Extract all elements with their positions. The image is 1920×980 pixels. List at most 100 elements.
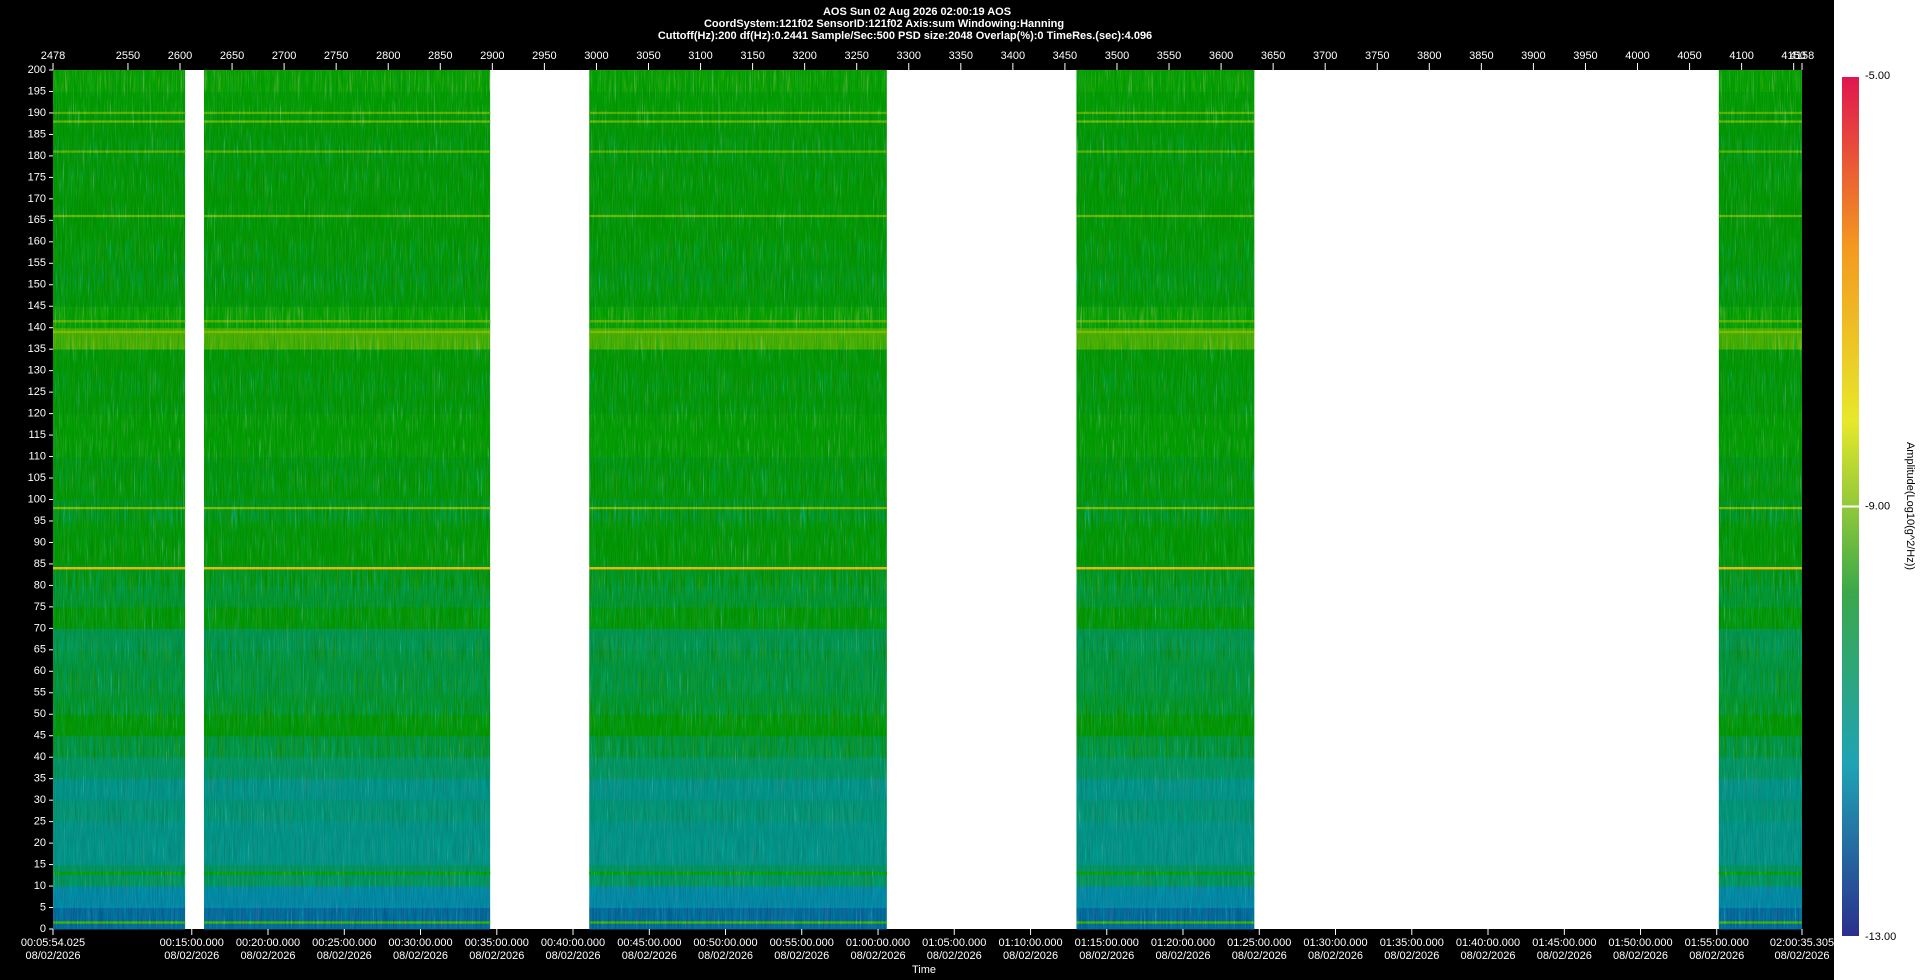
x2-tick-date: 08/02/2026 xyxy=(1079,950,1134,962)
spectrogram-cell xyxy=(589,606,887,629)
spectrogram-cell xyxy=(203,155,491,178)
y-tick-label: 15 xyxy=(34,858,46,870)
x2-tick-label: 01:15:00.000 xyxy=(1075,937,1139,949)
x2-tick-date: 08/02/2026 xyxy=(1003,950,1058,962)
y-tick-label: 45 xyxy=(34,730,46,742)
y-tick-label: 0 xyxy=(40,923,46,935)
x2-tick-date: 08/02/2026 xyxy=(1384,950,1439,962)
spectrogram-cell xyxy=(1076,263,1255,286)
spectral-line xyxy=(203,214,491,218)
x-tick-label: 3400 xyxy=(1001,50,1025,62)
y-tick-label: 185 xyxy=(28,128,46,140)
spectrogram-cell xyxy=(589,349,887,372)
y-tick-label: 115 xyxy=(28,429,46,441)
y-tick-label: 125 xyxy=(28,386,46,398)
spectrogram-cell xyxy=(53,177,186,200)
spectrogram-cell xyxy=(203,628,491,651)
spectrogram-cell xyxy=(1718,542,1802,565)
spectral-line xyxy=(1718,120,1802,123)
spectrogram-cell xyxy=(1076,435,1255,458)
spectral-line xyxy=(1718,214,1802,218)
spectrogram-cell xyxy=(1076,499,1255,522)
x2-tick-label: 01:20:00.000 xyxy=(1151,937,1215,949)
spectrogram-cell xyxy=(203,435,491,458)
x-tick-label: 3100 xyxy=(688,50,712,62)
spectrogram-cell xyxy=(1076,864,1255,887)
spectral-line xyxy=(1076,506,1255,510)
x-tick-label: 4100 xyxy=(1729,50,1753,62)
spectral-line xyxy=(1718,150,1802,153)
spectral-line xyxy=(1718,111,1802,115)
spectral-line xyxy=(1076,214,1255,218)
x2-tick-date: 08/02/2026 xyxy=(698,950,753,962)
x2-tick-label: 00:40:00.000 xyxy=(541,937,605,949)
spectrogram-cell xyxy=(589,499,887,522)
spectral-line xyxy=(53,871,186,875)
spectrogram-cell xyxy=(203,714,491,737)
x2-tick-label: 01:45:00.000 xyxy=(1532,937,1596,949)
spectrogram-cell xyxy=(53,263,186,286)
spectrogram-cell xyxy=(1718,349,1802,372)
chart-subtitle: Cuttoff(Hz):200 df(Hz):0.2441 Sample/Sec… xyxy=(658,30,1152,42)
y-tick-label: 170 xyxy=(28,193,46,205)
spectrogram-cell xyxy=(1718,392,1802,415)
spectrogram-cell xyxy=(53,112,186,135)
y-tick-label: 190 xyxy=(28,107,46,119)
spectrogram-cell xyxy=(589,284,887,307)
spectrogram-cell xyxy=(53,370,186,393)
spectrogram-cell xyxy=(53,907,186,930)
spectrogram-cell xyxy=(1718,478,1802,500)
spectrogram-cell xyxy=(53,542,186,565)
spectrogram-cell xyxy=(53,864,186,887)
y-tick-label: 70 xyxy=(34,622,46,634)
spectral-line xyxy=(203,150,491,153)
y-tick-label: 40 xyxy=(34,751,46,763)
spectrogram-cell xyxy=(203,778,491,801)
spectrogram-cell xyxy=(53,241,186,264)
y-tick-label: 180 xyxy=(28,150,46,162)
spectrogram-cell xyxy=(589,800,887,823)
spectrogram-cell xyxy=(1718,413,1802,436)
x2-tick-date: 08/02/2026 xyxy=(1460,950,1515,962)
spectral-line xyxy=(589,330,887,334)
spectrogram-cell xyxy=(203,886,491,909)
spectrogram-cell xyxy=(203,606,491,629)
x2-tick-label: 01:00:00.000 xyxy=(846,937,910,949)
spectrogram-cell xyxy=(203,413,491,436)
x-tick-label: 3950 xyxy=(1573,50,1597,62)
x-tick-label: 2750 xyxy=(324,50,348,62)
spectral-line xyxy=(53,150,186,153)
spectral-line xyxy=(203,506,491,510)
spectrogram-cell xyxy=(589,757,887,780)
spectrogram-cell xyxy=(1076,606,1255,629)
spectrogram-cell xyxy=(1076,413,1255,436)
spectrogram-cell xyxy=(589,478,887,500)
spectrogram-cell xyxy=(203,907,491,930)
x-tick-label: 3750 xyxy=(1365,50,1389,62)
spectral-line xyxy=(1718,567,1802,570)
y-tick-label: 130 xyxy=(28,365,46,377)
spectral-line xyxy=(53,567,186,570)
x2-tick-label: 00:55:00.000 xyxy=(770,937,834,949)
spectrogram-cell xyxy=(203,456,491,479)
spectrogram-cell xyxy=(1076,843,1255,866)
spectrogram-cell xyxy=(1076,735,1255,758)
spectrogram-cell xyxy=(1076,692,1255,715)
spectrogram-cell xyxy=(1076,757,1255,780)
spectrogram-cell xyxy=(203,585,491,608)
spectrogram-cell xyxy=(589,542,887,565)
x2-tick-date: 08/02/2026 xyxy=(1689,950,1744,962)
spectrogram-cell xyxy=(589,112,887,135)
spectrogram-cell xyxy=(589,370,887,393)
spectrogram-cell xyxy=(589,306,887,329)
y-tick-label: 80 xyxy=(34,579,46,591)
x2-tick-label: 00:05:54.025 xyxy=(21,937,85,949)
y-tick-label: 35 xyxy=(34,773,46,785)
spectrogram-cell xyxy=(203,198,491,221)
spectral-line xyxy=(1076,330,1255,334)
spectral-line xyxy=(53,120,186,123)
spectrogram-cell xyxy=(1076,800,1255,823)
spectral-line xyxy=(589,320,887,323)
spectrogram-cell xyxy=(1076,220,1255,243)
x2-tick-date: 08/02/2026 xyxy=(1155,950,1210,962)
